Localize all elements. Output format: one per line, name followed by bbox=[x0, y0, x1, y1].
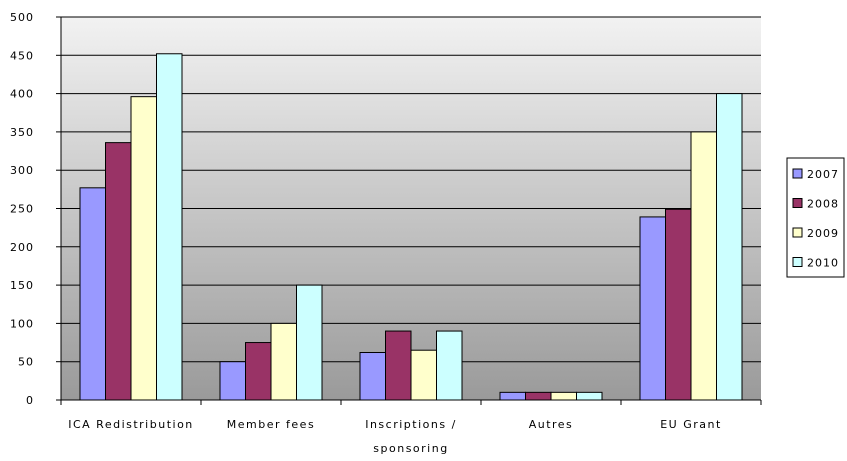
bar-2009-2 bbox=[410, 349, 437, 401]
bar-2009-0 bbox=[130, 96, 157, 401]
bar-2007-1 bbox=[219, 361, 246, 401]
bar-2010-2 bbox=[436, 330, 463, 401]
axes bbox=[56, 16, 762, 405]
y-tick-labels: 0 50 100 150 200 250 300 350 400 450 500 bbox=[10, 11, 34, 407]
bar-2010-4 bbox=[716, 93, 743, 401]
y-tick-label: 200 bbox=[10, 241, 34, 254]
legend-label-2007: 2007 bbox=[807, 168, 839, 181]
bar-2008-2 bbox=[385, 330, 412, 401]
bar-2010-3 bbox=[576, 391, 603, 401]
legend-swatch-2007 bbox=[792, 168, 803, 179]
bar-2009-1 bbox=[270, 322, 297, 401]
legend-swatch-2010 bbox=[792, 257, 803, 267]
legend-label-2008: 2008 bbox=[807, 198, 839, 211]
x-category-label: sponsoring bbox=[373, 442, 448, 455]
x-category-label: ICA Redistribution bbox=[68, 418, 194, 431]
legend-label-2009: 2009 bbox=[807, 227, 839, 240]
y-tick-label: 300 bbox=[10, 164, 34, 177]
bar-2007-3 bbox=[499, 391, 526, 401]
y-tick-label: 0 bbox=[26, 394, 34, 407]
legend-label-2010: 2010 bbox=[807, 257, 839, 270]
bar-2009-3 bbox=[550, 391, 577, 401]
bars bbox=[79, 53, 743, 401]
x-category-label: Inscriptions / bbox=[365, 418, 457, 431]
bar-2008-0 bbox=[105, 142, 132, 401]
x-category-label: Member fees bbox=[227, 418, 315, 431]
bar-2008-1 bbox=[245, 342, 272, 401]
bar-2007-4 bbox=[639, 216, 666, 401]
bar-2008-3 bbox=[525, 391, 552, 401]
y-tick-label: 100 bbox=[10, 317, 34, 330]
x-category-labels: ICA Redistribution Member fees Inscription… bbox=[68, 418, 722, 455]
y-tick-label: 450 bbox=[10, 49, 34, 62]
bar-2009-4 bbox=[690, 131, 717, 401]
bar-2008-4 bbox=[665, 208, 692, 401]
bar-2007-0 bbox=[79, 187, 106, 401]
legend: 2007 2008 2009 2010 bbox=[786, 157, 845, 278]
x-category-label: Autres bbox=[529, 418, 574, 431]
legend-swatch-2009 bbox=[792, 227, 803, 238]
y-tick-label: 150 bbox=[10, 279, 34, 292]
y-tick-label: 350 bbox=[10, 126, 34, 139]
y-tick-label: 50 bbox=[18, 356, 34, 369]
bar-2010-0 bbox=[156, 53, 183, 401]
x-category-label: EU Grant bbox=[660, 418, 722, 431]
y-tick-label: 400 bbox=[10, 88, 34, 101]
y-tick-label: 500 bbox=[10, 11, 34, 24]
y-tick-label: 250 bbox=[10, 203, 34, 216]
bar-2010-1 bbox=[296, 284, 323, 401]
bar-2007-2 bbox=[359, 352, 386, 401]
legend-swatch-2008 bbox=[792, 198, 803, 208]
